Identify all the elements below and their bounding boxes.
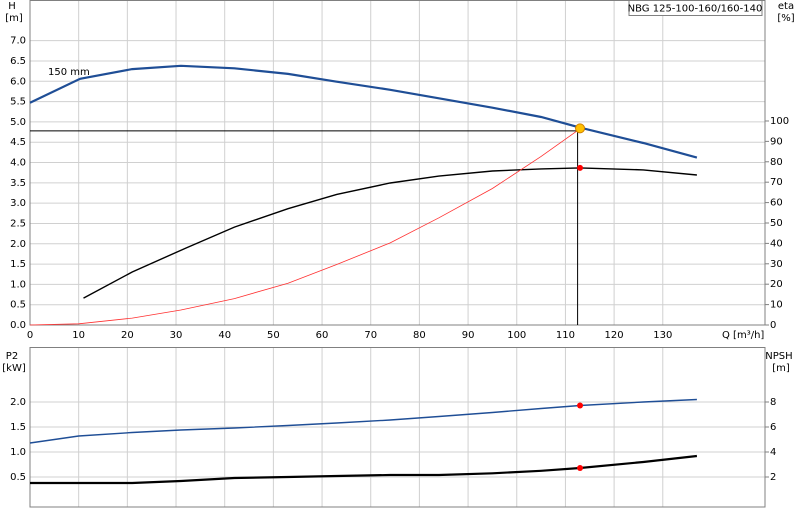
y-tick-label: 1.5 xyxy=(10,422,26,433)
x-tick-label: 60 xyxy=(316,330,329,341)
y-tick-label: 6.5 xyxy=(10,56,26,67)
y2-axis-unit: [m] xyxy=(772,363,790,374)
x-tick-label: 70 xyxy=(364,330,377,341)
plot-frame xyxy=(29,0,766,326)
y-tick-label: 3.5 xyxy=(10,178,26,189)
y-tick-label: 1.0 xyxy=(10,447,26,458)
x-tick-label: 120 xyxy=(605,330,624,341)
x-tick-label: 90 xyxy=(462,330,475,341)
y2-tick-label: 80 xyxy=(770,157,783,168)
y-tick-label: 3.0 xyxy=(10,198,26,209)
y2-tick-label: 4 xyxy=(770,447,776,458)
x-tick-label: 100 xyxy=(507,330,526,341)
operating-point xyxy=(577,164,584,171)
x-tick-label: 20 xyxy=(121,330,134,341)
curve xyxy=(29,64,698,159)
y2-tick-label: 40 xyxy=(770,238,783,249)
y2-tick-label: 6 xyxy=(770,422,776,433)
y-tick-label: 5.5 xyxy=(10,97,26,108)
y2-tick-label: 2 xyxy=(770,472,776,483)
y2-tick-label: 8 xyxy=(770,397,776,408)
x-axis-label: Q [m³/h] xyxy=(722,330,764,341)
operating-point xyxy=(577,402,584,409)
y2-axis-unit: [%] xyxy=(777,13,794,24)
x-tick-label: 130 xyxy=(653,330,672,341)
y2-tick-label: 10 xyxy=(770,300,783,311)
x-tick-label: 30 xyxy=(170,330,183,341)
y2-tick-label: 90 xyxy=(770,136,783,147)
y-tick-label: 0.5 xyxy=(10,300,26,311)
y-tick-label: 6.0 xyxy=(10,76,26,87)
y-tick-label: 0.5 xyxy=(10,472,26,483)
y-tick-label: 1.0 xyxy=(10,279,26,290)
y2-axis-label: eta xyxy=(778,1,794,12)
curve xyxy=(30,454,698,485)
operating-point xyxy=(575,123,586,134)
annotation: 150 mm xyxy=(48,67,90,78)
curve xyxy=(29,128,581,326)
y-axis-label: P2 xyxy=(6,351,18,362)
curve xyxy=(29,398,697,444)
y2-axis-label: NPSH xyxy=(765,351,792,362)
y-tick-label: 2.0 xyxy=(10,239,26,250)
curve xyxy=(83,167,697,299)
y-tick-label: 0.0 xyxy=(10,320,26,331)
x-tick-label: 10 xyxy=(72,330,85,341)
operating-point xyxy=(577,465,584,471)
y-tick-label: 1.5 xyxy=(10,259,26,270)
y-tick-label: 2.5 xyxy=(10,218,26,229)
y2-tick-label: 100 xyxy=(770,116,789,127)
y2-tick-label: 50 xyxy=(770,218,783,229)
y-axis-label: H xyxy=(8,1,16,12)
title-box xyxy=(628,0,763,16)
x-tick-label: 50 xyxy=(267,330,280,341)
y2-tick-label: 0 xyxy=(770,320,776,331)
y2-tick-label: 70 xyxy=(770,177,783,188)
x-tick-label: 0 xyxy=(27,330,33,341)
x-tick-label: 80 xyxy=(413,330,426,341)
y-axis-unit: [kW] xyxy=(2,363,26,374)
x-tick-label: 40 xyxy=(218,330,231,341)
chart-title: NBG 125-100-160/160-140 xyxy=(628,4,763,15)
y-tick-label: 4.5 xyxy=(10,137,26,148)
y2-tick-label: 60 xyxy=(770,198,783,209)
y-axis-unit: [m] xyxy=(5,13,23,24)
y2-tick-label: 30 xyxy=(770,259,783,270)
y-tick-label: 7.0 xyxy=(10,36,26,47)
y-tick-label: 5.0 xyxy=(10,117,26,128)
y-tick-label: 4.0 xyxy=(10,158,26,169)
x-tick-label: 110 xyxy=(556,330,575,341)
y-tick-label: 2.0 xyxy=(10,397,26,408)
y2-tick-label: 20 xyxy=(770,279,783,290)
